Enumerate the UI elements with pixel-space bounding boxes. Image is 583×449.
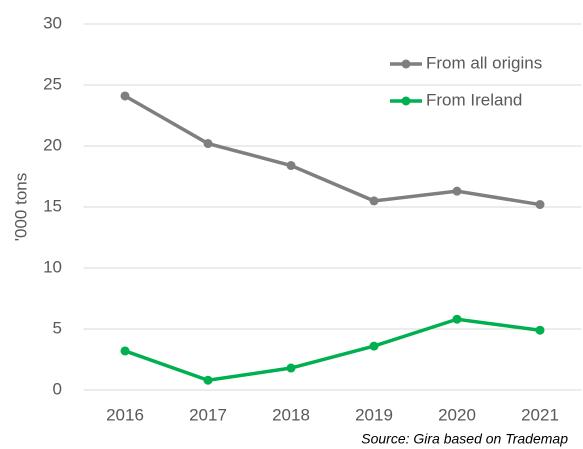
source-note: Source: Gira based on Trademap (361, 431, 568, 447)
y-tick-label: 5 (53, 318, 62, 337)
data-point (120, 346, 130, 356)
data-point (203, 139, 213, 149)
legend-label: From Ireland (426, 90, 522, 109)
data-point (286, 161, 296, 171)
x-tick-label: 2021 (521, 405, 559, 424)
data-point (535, 325, 545, 335)
x-tick-label: 2018 (272, 405, 310, 424)
data-point (203, 375, 213, 385)
data-point (369, 341, 379, 351)
legend-marker (401, 59, 411, 69)
y-tick-label: 25 (43, 74, 62, 93)
x-tick-label: 2020 (438, 405, 476, 424)
x-tick-label: 2017 (189, 405, 227, 424)
x-tick-label: 2016 (106, 405, 144, 424)
y-tick-label: 30 (43, 13, 62, 32)
y-tick-label: 0 (53, 379, 62, 398)
data-point (535, 200, 545, 210)
data-point (286, 363, 296, 373)
series-line (124, 94, 541, 207)
series-line (124, 317, 541, 383)
y-tick-label: 15 (43, 196, 62, 215)
y-tick-label: 10 (43, 257, 62, 276)
data-point (452, 186, 462, 196)
y-tick-label: 20 (43, 135, 62, 154)
data-point (369, 196, 379, 206)
legend-marker (401, 96, 411, 106)
x-tick-label: 2019 (355, 405, 393, 424)
y-axis-label: '000 tons (11, 173, 30, 241)
legend-label: From all origins (426, 53, 542, 72)
data-point (120, 91, 130, 101)
data-point (452, 314, 462, 324)
